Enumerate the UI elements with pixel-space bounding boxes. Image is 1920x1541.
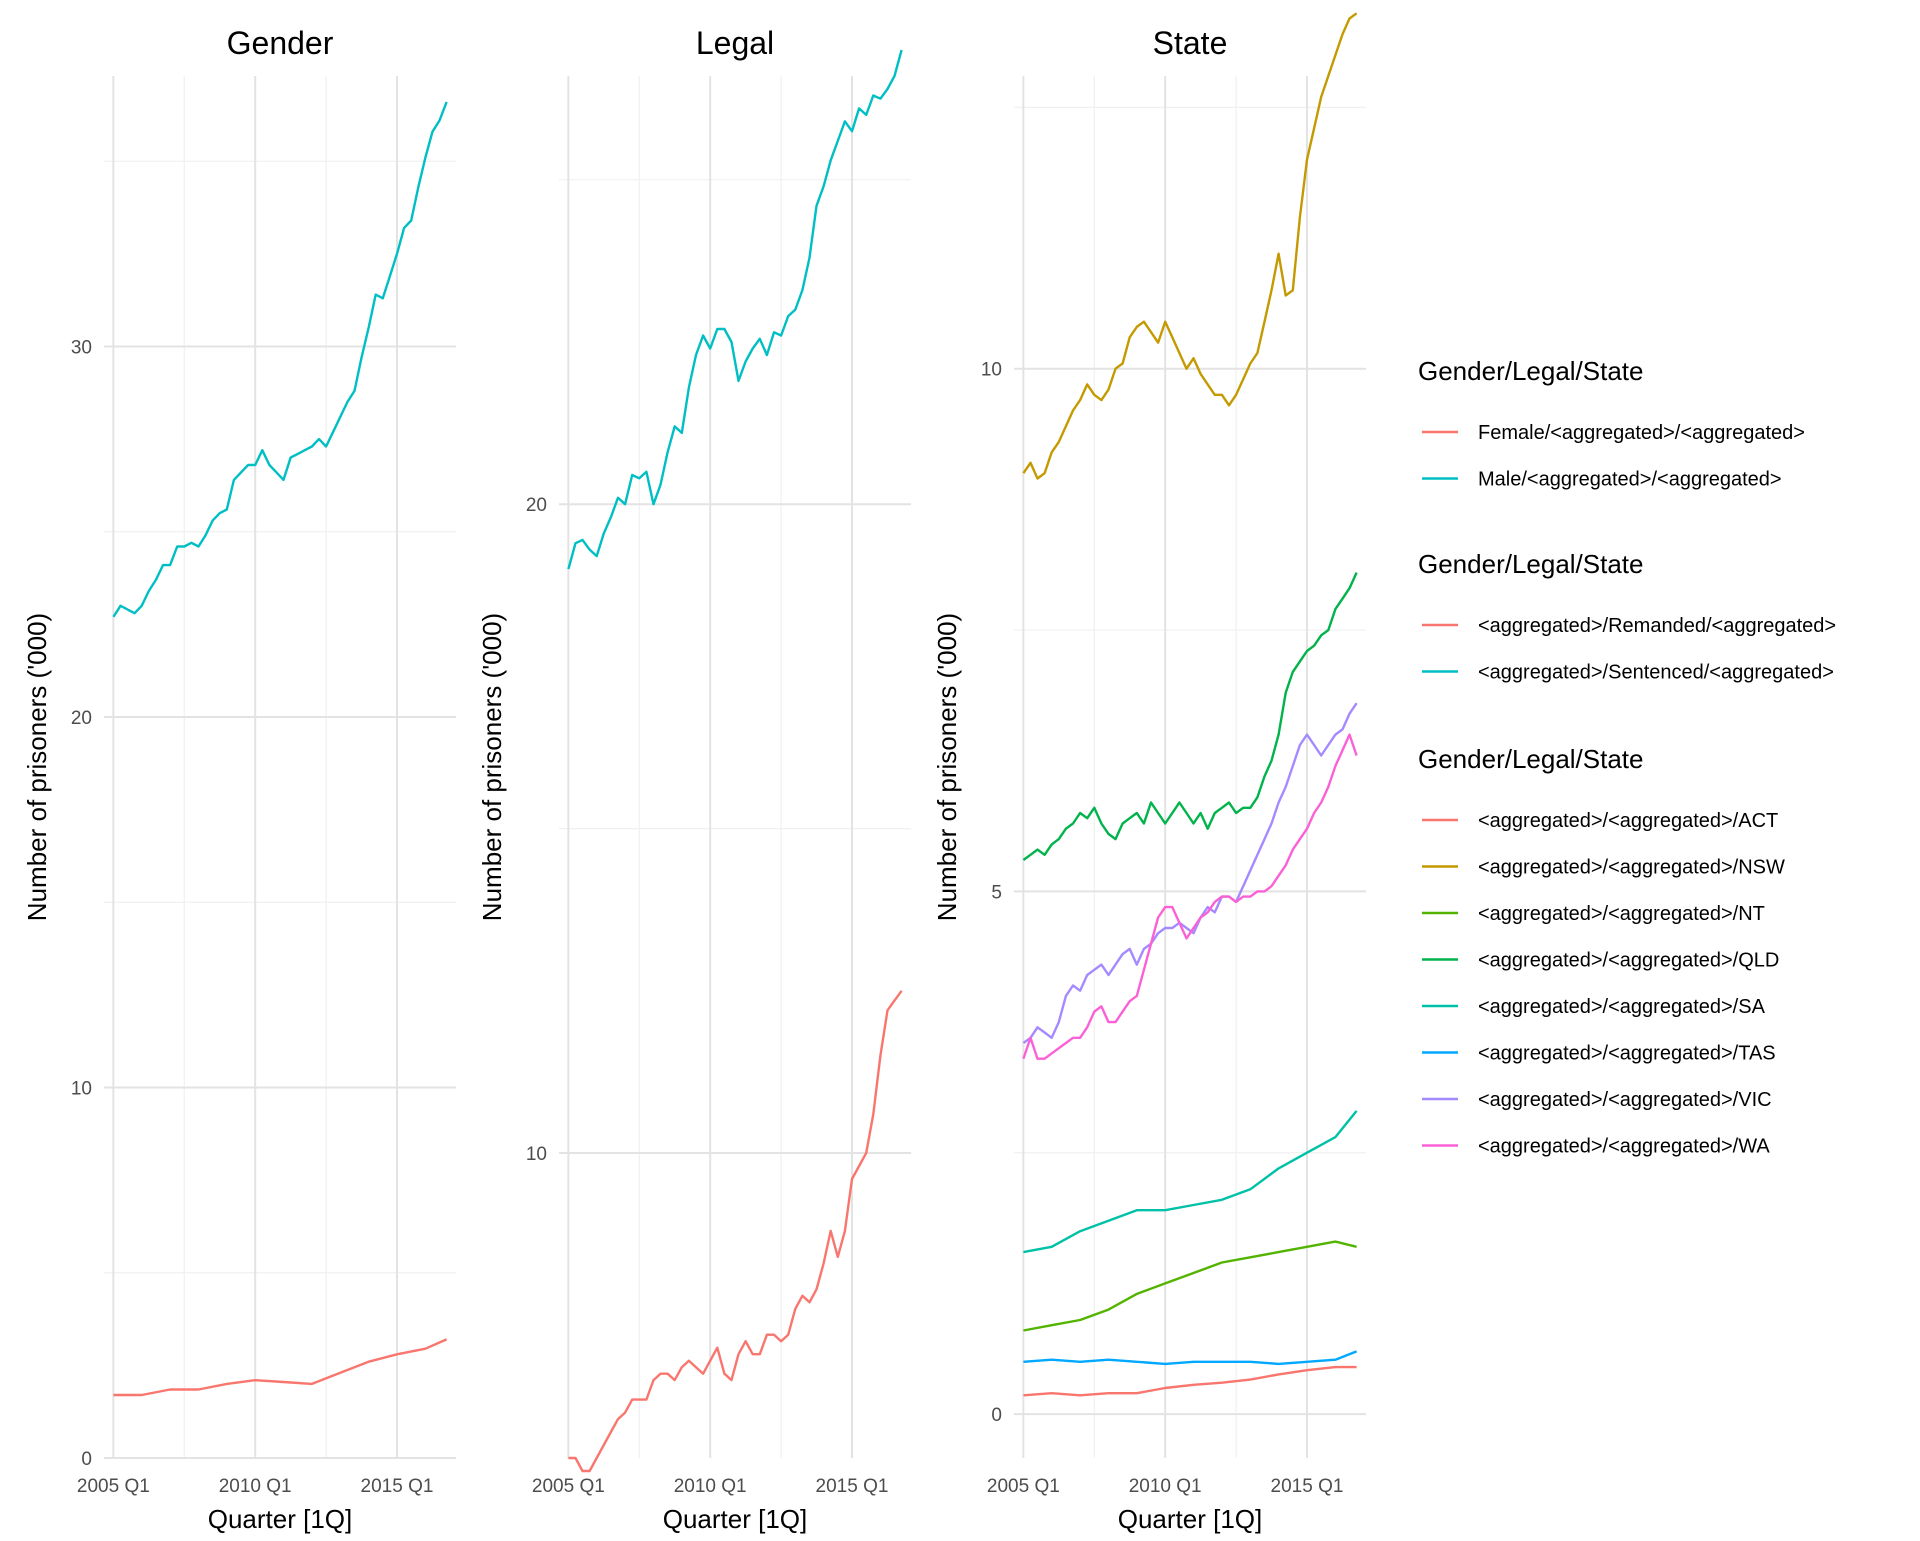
y-tick-label: 30 — [71, 337, 92, 358]
panel-title: Gender — [227, 25, 334, 61]
x-tick-label: 2010 Q1 — [219, 1476, 292, 1497]
series-line — [1022, 12, 1358, 480]
x-tick-label: 2010 Q1 — [1129, 1476, 1202, 1497]
series-line — [1022, 733, 1358, 1060]
series-line — [1023, 1110, 1358, 1254]
series-line — [113, 1338, 448, 1397]
x-tick-label: 2010 Q1 — [674, 1476, 747, 1497]
legend-label: <aggregated>/<aggregated>/NT — [1478, 903, 1765, 925]
y-tick-label: 20 — [71, 708, 92, 729]
legend-label: Male/<aggregated>/<aggregated> — [1478, 469, 1782, 491]
legend-label: <aggregated>/<aggregated>/WA — [1478, 1136, 1770, 1158]
y-tick-label: 10 — [526, 1144, 547, 1165]
legend-title: Gender/Legal/State — [1418, 549, 1644, 579]
series-line — [1023, 1365, 1357, 1397]
legend-label: <aggregated>/Remanded/<aggregated> — [1478, 615, 1836, 637]
legend-label: <aggregated>/<aggregated>/QLD — [1478, 950, 1779, 972]
legend-label: <aggregated>/<aggregated>/NSW — [1478, 857, 1785, 879]
y-tick-label: 10 — [71, 1078, 92, 1099]
x-tick-label: 2005 Q1 — [77, 1476, 150, 1497]
series-line — [1023, 1240, 1357, 1332]
series-line — [112, 101, 448, 618]
legend-title: Gender/Legal/State — [1418, 356, 1644, 386]
x-tick-label: 2015 Q1 — [361, 1476, 434, 1497]
series-line — [567, 49, 903, 570]
legend-label: <aggregated>/<aggregated>/TAS — [1478, 1043, 1776, 1065]
panel-title: State — [1153, 25, 1228, 61]
x-tick-label: 2005 Q1 — [532, 1476, 605, 1497]
y-tick-label: 0 — [81, 1449, 92, 1470]
series-line — [1022, 572, 1358, 861]
y-axis-label: Number of prisoners ('000) — [932, 613, 962, 921]
series-line — [1022, 702, 1358, 1044]
legend-label: <aggregated>/<aggregated>/SA — [1478, 996, 1766, 1018]
legend-label: <aggregated>/<aggregated>/ACT — [1478, 810, 1778, 832]
legend-label: <aggregated>/<aggregated>/VIC — [1478, 1089, 1772, 1111]
x-tick-label: 2015 Q1 — [816, 1476, 889, 1497]
x-axis-label: Quarter [1Q] — [1118, 1504, 1263, 1534]
legend-label: <aggregated>/Sentenced/<aggregated> — [1478, 662, 1834, 684]
x-tick-label: 2005 Q1 — [987, 1476, 1060, 1497]
x-axis-label: Quarter [1Q] — [663, 1504, 808, 1534]
panel-title: Legal — [696, 25, 774, 61]
series-line — [568, 990, 903, 1473]
x-tick-label: 2015 Q1 — [1271, 1476, 1344, 1497]
y-tick-label: 0 — [991, 1405, 1002, 1426]
x-axis-label: Quarter [1Q] — [208, 1504, 353, 1534]
y-axis-label: Number of prisoners ('000) — [477, 613, 507, 921]
legend-label: Female/<aggregated>/<aggregated> — [1478, 422, 1805, 444]
series-line — [1023, 1350, 1358, 1366]
y-tick-label: 5 — [991, 882, 1002, 903]
y-tick-label: 10 — [981, 360, 1002, 381]
legend-title: Gender/Legal/State — [1418, 744, 1644, 774]
y-tick-label: 20 — [526, 495, 547, 516]
y-axis-label: Number of prisoners ('000) — [22, 613, 52, 921]
